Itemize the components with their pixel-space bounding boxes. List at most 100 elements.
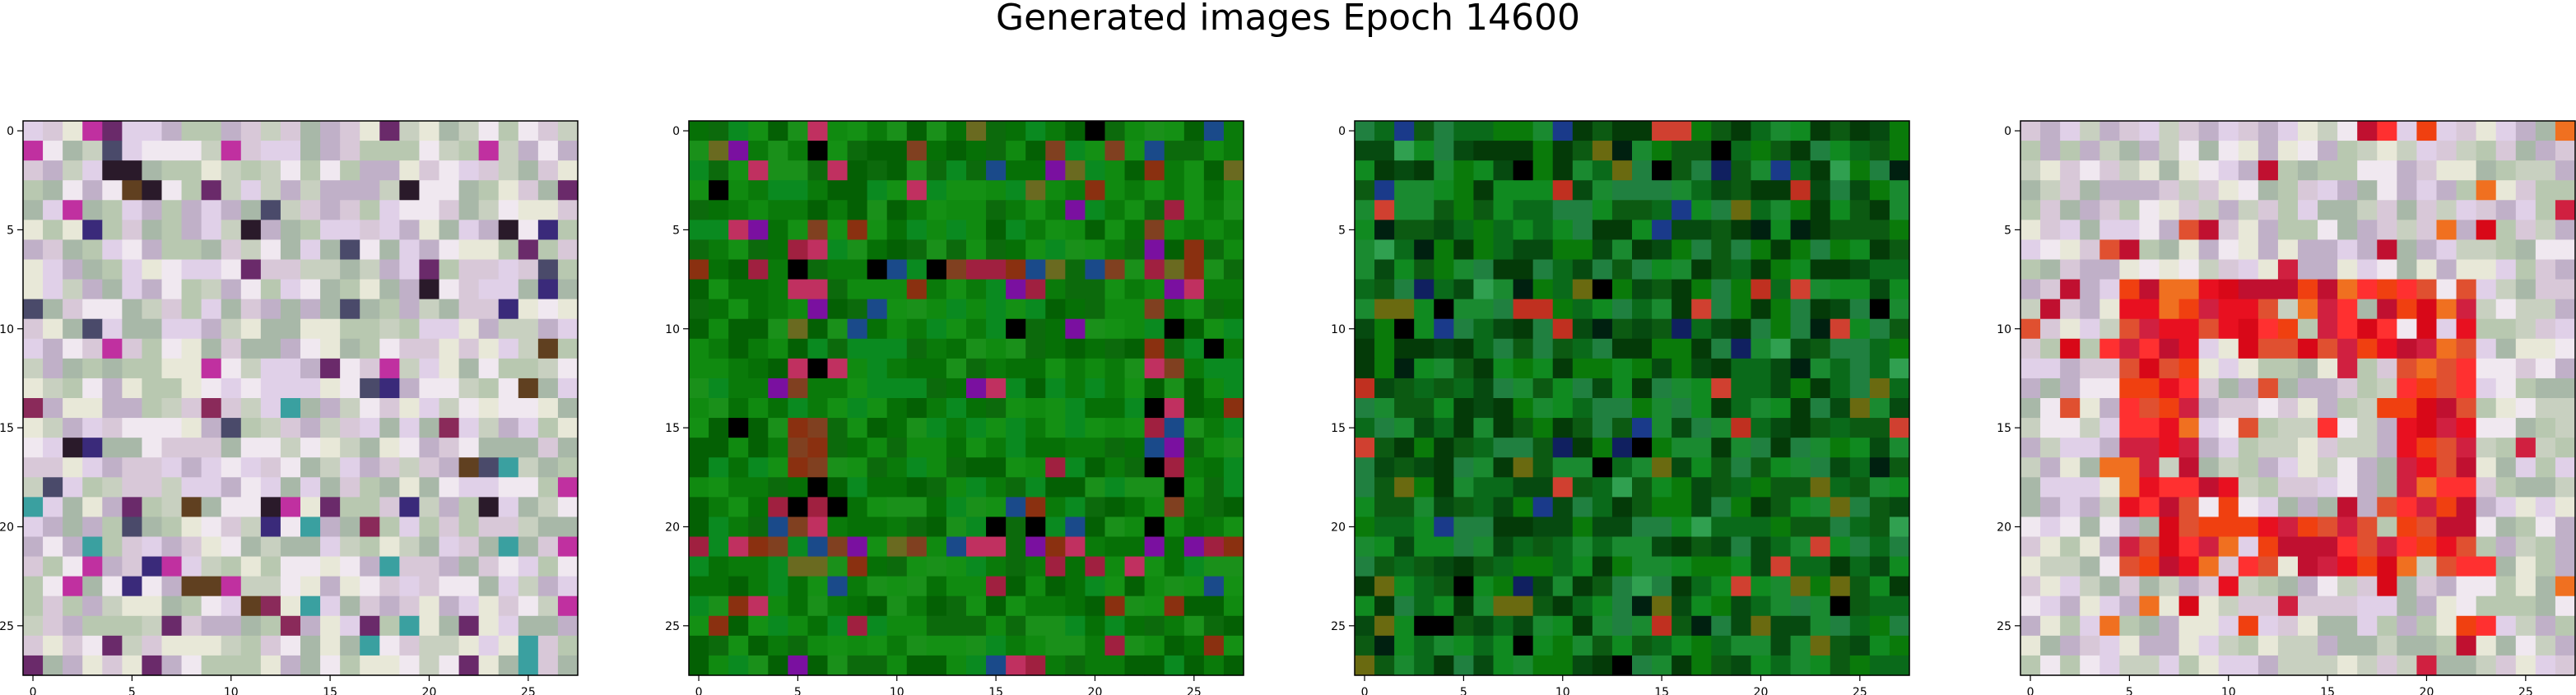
- pixel-cell: [161, 457, 183, 478]
- pixel-cell: [1652, 160, 1672, 181]
- pixel-cell: [748, 299, 769, 320]
- pixel-cell: [2178, 279, 2200, 300]
- pixel-cell: [1790, 615, 1811, 637]
- pixel-cell: [518, 338, 539, 359]
- pixel-cell: [1006, 556, 1026, 577]
- pixel-cell: [2159, 457, 2180, 478]
- pixel-cell: [161, 200, 183, 220]
- pixel-cell: [1751, 220, 1772, 241]
- pixel-cell: [537, 595, 559, 617]
- pixel-cell: [2436, 655, 2457, 676]
- pixel-cell: [2198, 259, 2220, 280]
- pixel-cell: [458, 180, 480, 201]
- pixel-cell: [1751, 279, 1772, 300]
- pixel-cell: [2397, 279, 2418, 300]
- pixel-cell: [1790, 220, 1811, 241]
- pixel-cell: [102, 615, 123, 637]
- pixel-cell: [23, 517, 44, 538]
- pixel-cell: [537, 160, 559, 181]
- pixel-cell: [360, 220, 380, 241]
- pixel-cell: [1552, 576, 1574, 597]
- pixel-cell: [300, 438, 321, 458]
- pixel-cell: [2515, 477, 2536, 498]
- pixel-cell: [1045, 239, 1066, 261]
- pixel-cell: [2119, 259, 2141, 280]
- pixel-cell: [1830, 418, 1851, 438]
- pixel-cell: [1434, 595, 1454, 617]
- pixel-cell: [2080, 220, 2100, 241]
- pixel-cell: [340, 378, 360, 399]
- pixel-cell: [2178, 615, 2200, 637]
- pixel-cell: [689, 220, 709, 241]
- pixel-cell: [1611, 200, 1633, 220]
- pixel-cell: [926, 121, 947, 141]
- y-tick-label: 5: [7, 224, 14, 237]
- pixel-cell: [986, 239, 1007, 261]
- pixel-cell: [201, 220, 222, 241]
- pixel-cell: [260, 477, 281, 498]
- pixel-cell: [1652, 200, 1672, 220]
- pixel-cell: [2377, 438, 2397, 458]
- pixel-cell: [557, 160, 579, 181]
- pixel-cell: [1830, 615, 1851, 637]
- pixel-cell: [1611, 536, 1633, 558]
- pixel-cell: [1144, 180, 1165, 201]
- pixel-cell: [1711, 517, 1732, 538]
- pixel-cell: [827, 595, 849, 617]
- pixel-cell: [1223, 457, 1244, 478]
- pixel-cell: [1830, 517, 1851, 538]
- pixel-cell: [1223, 418, 1244, 438]
- pixel-cell: [768, 477, 788, 498]
- pixel-cell: [1513, 497, 1534, 518]
- pixel-cell: [1889, 497, 1910, 518]
- pixel-cell: [142, 418, 163, 438]
- pixel-cell: [320, 398, 341, 419]
- pixel-cell: [439, 121, 460, 141]
- pixel-cell: [748, 635, 769, 656]
- pixel-cell: [2060, 576, 2081, 597]
- pixel-cell: [518, 378, 539, 399]
- pixel-cell: [886, 615, 908, 637]
- axes-frame: [1354, 120, 1910, 676]
- pixel-cell: [1632, 358, 1653, 379]
- pixel-cell: [419, 358, 440, 379]
- pixel-cell: [1731, 141, 1752, 161]
- pixel-cell: [439, 259, 460, 280]
- pixel-cell: [2515, 595, 2536, 617]
- pixel-cell: [1652, 121, 1672, 141]
- pixel-cell: [966, 398, 987, 419]
- pixel-cell: [240, 655, 262, 676]
- pixel-cell: [300, 239, 321, 261]
- pixel-cell: [986, 457, 1007, 478]
- pixel-cell: [379, 180, 400, 201]
- pixel-cell: [1124, 200, 1146, 220]
- pixel-cell: [102, 655, 123, 676]
- pixel-cell: [2337, 536, 2358, 558]
- pixel-cell: [1790, 517, 1811, 538]
- pixel-cell: [181, 338, 202, 359]
- pixel-cell: [1394, 635, 1415, 656]
- pixel-cell: [827, 615, 849, 637]
- pixel-cell: [807, 457, 829, 478]
- pixel-cell: [1434, 121, 1454, 141]
- pixel-cell: [847, 497, 868, 518]
- pixel-cell: [2218, 279, 2239, 300]
- pixel-cell: [260, 418, 281, 438]
- pixel-cell: [1652, 536, 1672, 558]
- pixel-cell: [518, 655, 539, 676]
- pixel-cell: [498, 517, 519, 538]
- pixel-cell: [1374, 299, 1395, 320]
- pixel-cell: [2198, 200, 2220, 220]
- pixel-cell: [788, 595, 809, 617]
- pixel-cell: [1124, 279, 1146, 300]
- pixel-cell: [2178, 318, 2200, 340]
- pixel-cell: [807, 299, 829, 320]
- pixel-cell: [2099, 576, 2120, 597]
- pixel-cell: [867, 299, 888, 320]
- pixel-cell: [1889, 141, 1910, 161]
- pixel-cell: [1672, 160, 1692, 181]
- pixel-cell: [2476, 556, 2497, 577]
- pixel-cell: [2080, 615, 2100, 637]
- pixel-cell: [1414, 338, 1434, 359]
- pixel-cell: [340, 418, 360, 438]
